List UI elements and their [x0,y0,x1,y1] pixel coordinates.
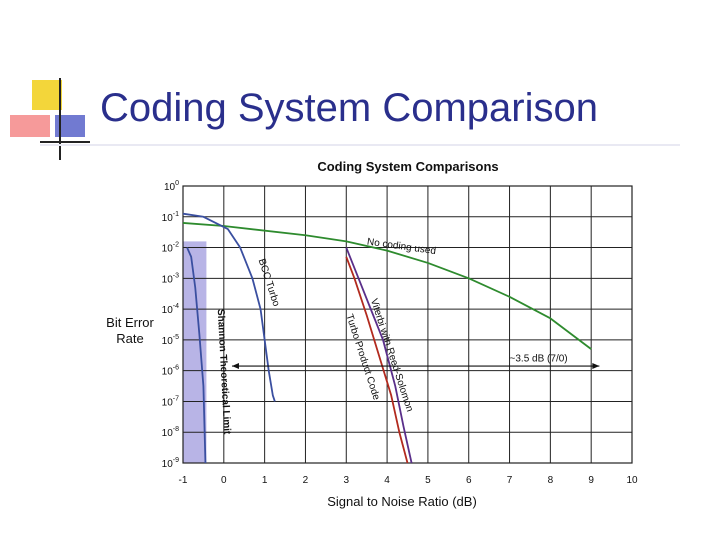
x-tick-label: 5 [425,475,431,486]
y-tick-label: 10-6 [162,365,179,378]
x-tick-label: 6 [466,475,472,486]
x-tick-label: 1 [262,475,268,486]
annotation-bcc-turbo: BCC Turbo [256,257,282,308]
slide-title: Coding System Comparison [100,86,598,130]
y-tick-label: 10-4 [162,303,179,316]
title-underline [40,144,680,146]
y-tick-label: 10-8 [162,426,179,439]
x-tick-label: 10 [626,475,638,486]
logo-red-square [10,115,50,137]
x-tick-label: 8 [548,475,554,486]
y-tick-label: 100 [164,180,179,193]
series-line-viterbi-with-reed-solomon [345,247,413,464]
gain-arrow-head-right [592,363,600,370]
x-tick-label: -1 [179,475,188,486]
logo-yellow-square [32,80,62,110]
series-line-bcc-turbo [182,212,276,402]
x-tick-label: 2 [303,475,309,486]
y-tick-label: 10-7 [162,395,179,408]
chart-title: Coding System Comparisons [317,159,498,174]
x-tick-label: 3 [343,475,349,486]
y-axis-label-line1: Bit Error [106,315,154,330]
x-tick-label: 4 [384,475,390,486]
logo-blue-square [55,115,85,137]
x-axis-label: Signal to Noise Ratio (dB) [327,494,477,509]
y-tick-label: 10-1 [162,211,179,224]
plot-frame [182,185,633,464]
y-tick-label: 10-2 [162,242,179,255]
x-tick-label: 9 [588,475,594,486]
plot-area: -1 0 1 2 3 4 5 6 7 8 9 10 100 10-1 10-2 10-3 10-4 10-5 10-… [162,180,638,486]
shannon-limit-region [183,241,207,463]
y-axis-label-line2: Rate [116,331,143,346]
series-line-turbo-product-code [345,256,409,464]
slide-logo [10,78,90,160]
gain-arrow-head-left [231,363,239,370]
y-tick-label: 10-9 [162,457,179,470]
series-line-shannon-bound-4 [186,247,207,464]
x-tick-label: 0 [221,475,227,486]
annotation-shannon-theoretical-limit: Shannon Theoretical Limit [215,309,233,436]
x-tick-label: 7 [507,475,513,486]
y-tick-label: 10-3 [162,272,179,285]
y-tick-label: 10-5 [162,334,179,347]
annotation--3-5-db-7-0-: ~3.5 dB (7/0) [510,353,568,364]
series-line-no-coding-used [182,222,592,350]
annotation-turbo-product-code: Turbo Product Code [343,313,381,402]
